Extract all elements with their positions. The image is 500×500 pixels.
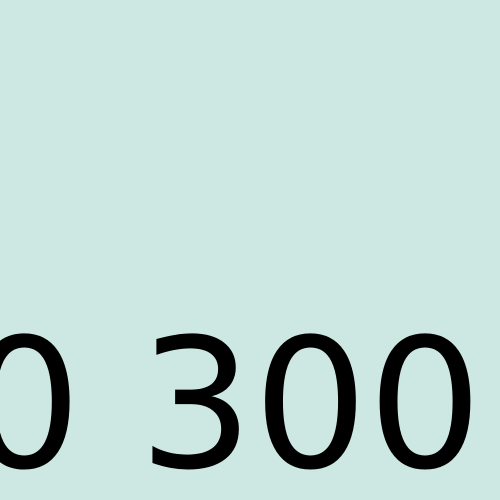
large-number-text: 0 300	[0, 301, 483, 500]
